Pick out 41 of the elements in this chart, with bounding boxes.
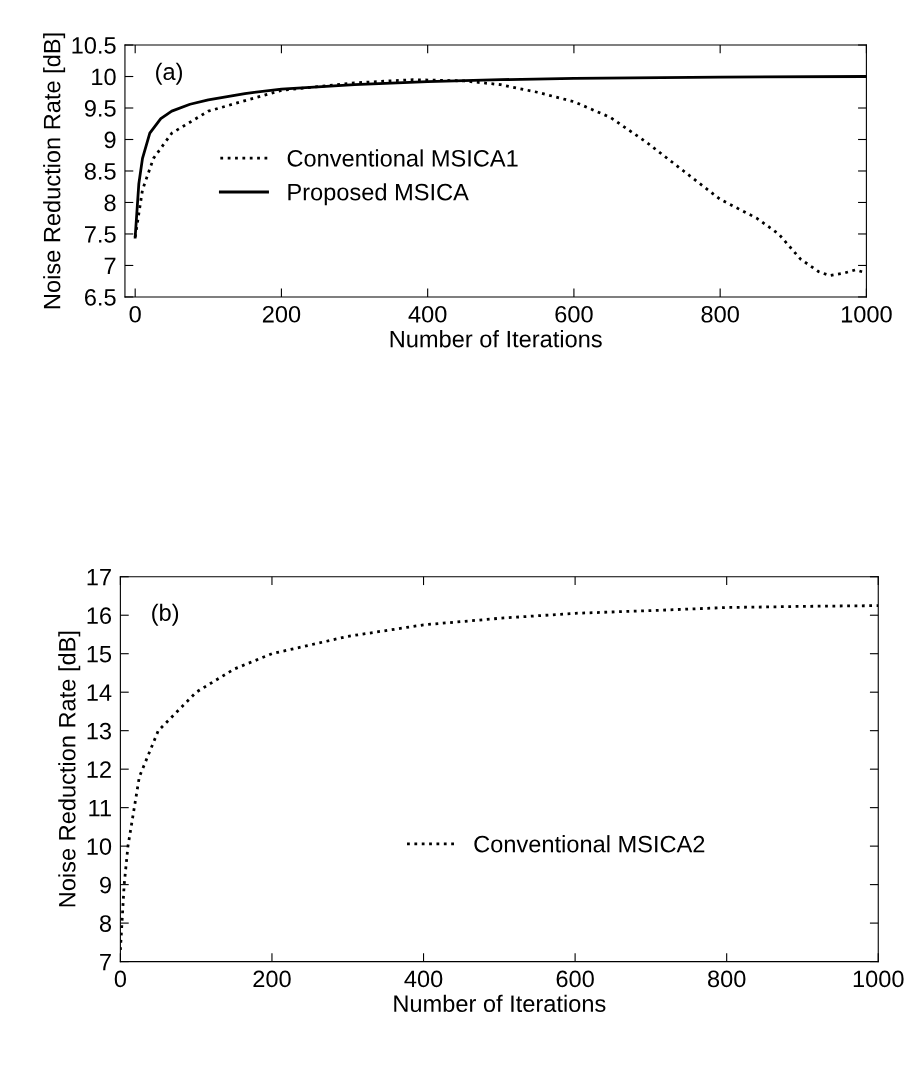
y-tick-label: 10	[92, 68, 116, 86]
y-tick-label: 17	[87, 569, 111, 586]
legend-label: Proposed MSICA	[288, 183, 469, 206]
y-axis-title: Noise Reduction Rate [dB]	[58, 631, 81, 907]
y-tick-label: 16	[87, 607, 112, 625]
y-tick-label: 13	[87, 722, 112, 740]
y-tick-label: 10.5	[72, 37, 116, 54]
y-tick-label: 12	[87, 761, 111, 778]
y-tick-label: 8	[99, 915, 112, 932]
x-axis-title: Number of Iterations	[394, 994, 606, 1013]
y-tick-label: 8.5	[84, 163, 116, 180]
x-tick-label: 1000	[841, 305, 892, 323]
x-tick-label: 400	[404, 970, 443, 988]
y-tick-label: 8	[104, 194, 116, 212]
y-tick-label: 7.5	[85, 226, 116, 243]
x-tick-label: 400	[408, 305, 447, 323]
y-tick-label: 15	[87, 646, 112, 663]
y-tick-label: 7	[104, 257, 116, 275]
y-tick-label: 10	[87, 838, 112, 855]
y-tick-label: 9	[104, 131, 116, 149]
y-tick-label: 9.5	[84, 100, 116, 117]
x-tick-label: 600	[555, 305, 593, 323]
x-tick-label: 800	[708, 970, 746, 988]
annotation: (b)	[152, 603, 179, 626]
x-tick-label: 600	[556, 970, 594, 988]
y-tick-label: 9	[100, 876, 111, 894]
legend-label: Conventional MSICA1	[287, 149, 518, 167]
x-tick-label: 1000	[853, 970, 904, 988]
legend-label: Conventional MSICA2	[474, 835, 705, 853]
x-tick-label: 800	[701, 305, 739, 323]
x-tick-label: 0	[114, 970, 127, 988]
y-tick-label: 14	[87, 684, 112, 701]
x-tick-label: 200	[262, 305, 301, 323]
y-tick-label: 11	[89, 799, 111, 817]
x-tick-label: 200	[253, 970, 291, 988]
x-axis-title: Number of Iterations	[390, 330, 602, 348]
y-tick-label: 6.5	[84, 289, 116, 306]
x-tick-label: 0	[129, 305, 141, 323]
annotation: (a)	[156, 62, 182, 85]
y-axis-title: Noise Reduction Rate [dB]	[43, 33, 66, 309]
y-tick-label: 7	[100, 953, 111, 971]
